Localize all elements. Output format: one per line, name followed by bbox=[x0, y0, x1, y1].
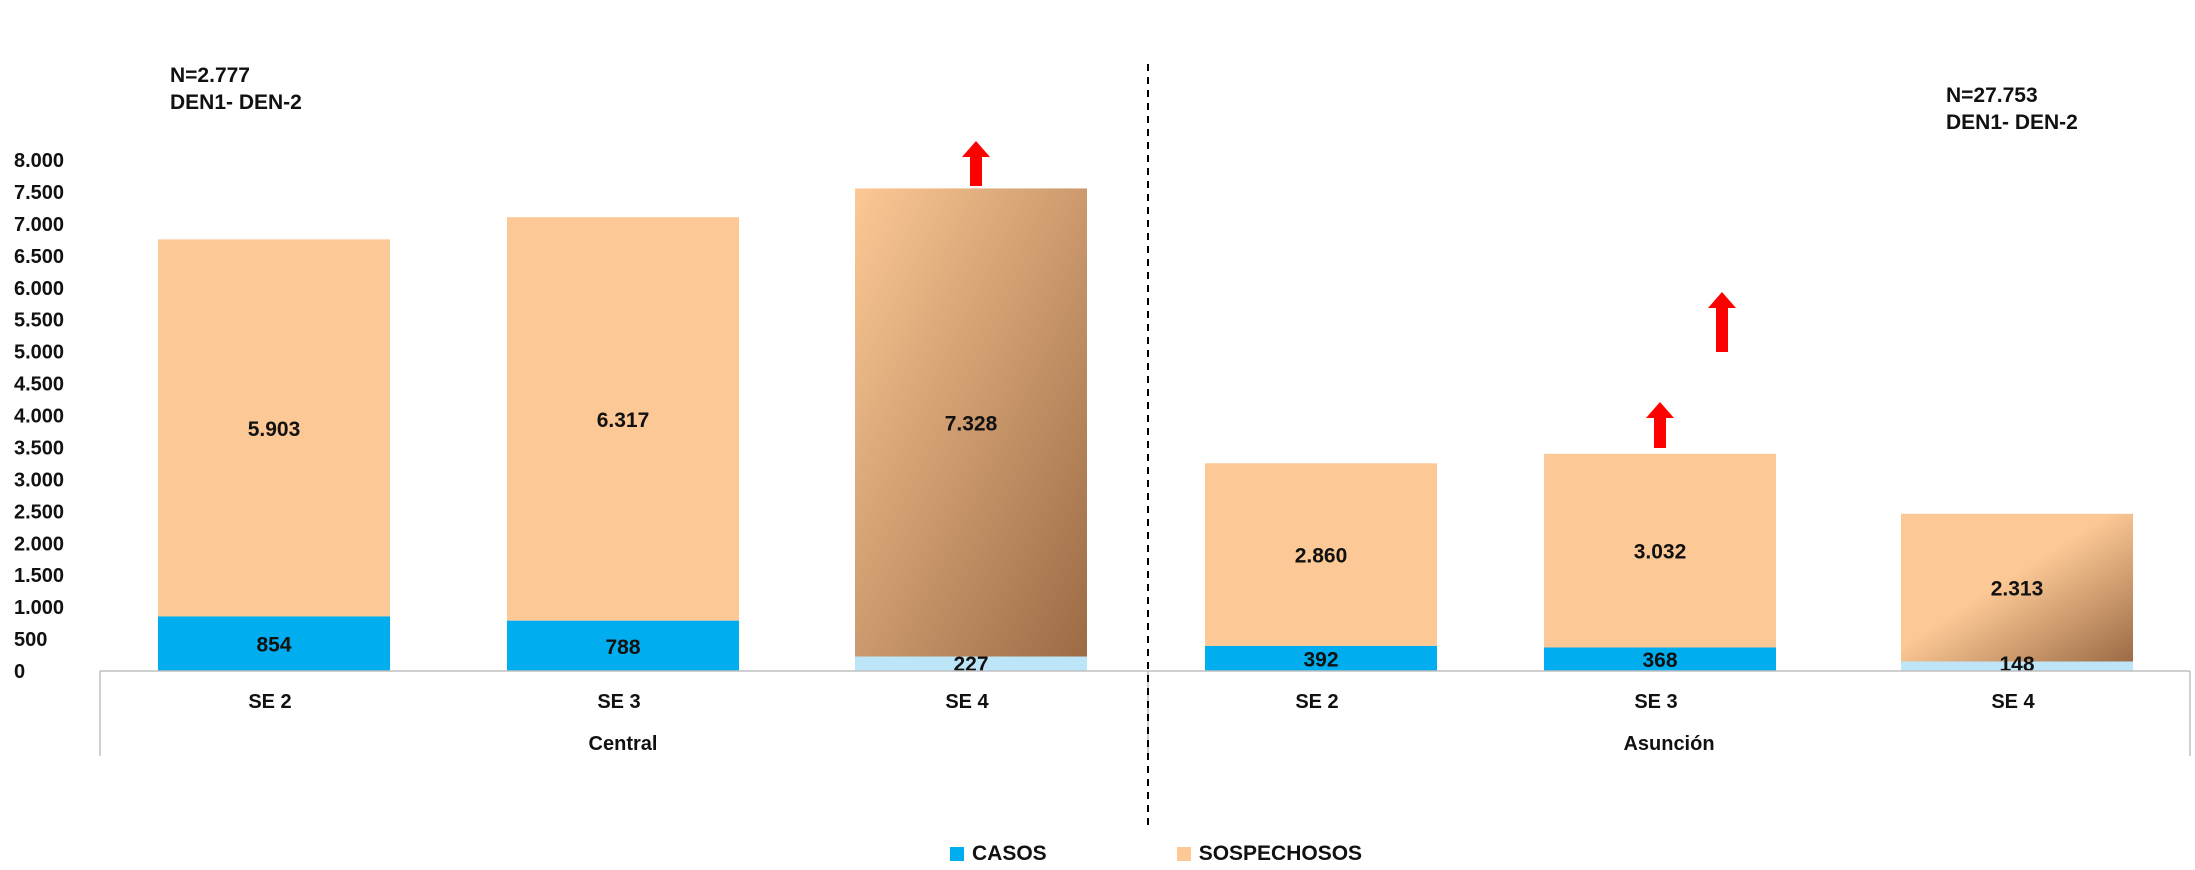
trend-up-arrow-icon bbox=[1646, 402, 1674, 448]
legend-label-casos: CASOS bbox=[972, 842, 1047, 865]
arrows-layer bbox=[962, 141, 1736, 448]
y-tick-label: 1.500 bbox=[14, 565, 64, 587]
y-tick-label: 8.000 bbox=[14, 150, 64, 172]
x-tick-label: SE 2 bbox=[248, 691, 291, 713]
x-tick-label: SE 2 bbox=[1295, 691, 1338, 713]
legend-label-sospechosos: SOSPECHOSOS bbox=[1198, 842, 1363, 865]
note-central-den: DEN1- DEN-2 bbox=[170, 91, 302, 114]
bar-casos bbox=[158, 616, 390, 671]
data-label-sospechosos: 5.903 bbox=[248, 418, 301, 441]
data-label-casos: 368 bbox=[1642, 649, 1677, 672]
bar-sospechosos bbox=[1205, 463, 1437, 646]
data-label-casos: 788 bbox=[605, 636, 640, 659]
note-asuncion-den: DEN1- DEN-2 bbox=[1946, 111, 2078, 134]
y-tick-label: 4.500 bbox=[14, 374, 64, 396]
legend-swatch-casos bbox=[950, 847, 964, 861]
data-label-casos: 854 bbox=[256, 634, 291, 657]
y-axis: 0 500 1.000 1.500 2.000 2.500 3.000 3.500 4.000 4… bbox=[14, 150, 64, 683]
y-tick-label: 1.000 bbox=[14, 597, 64, 619]
legend-swatch-sospechosos bbox=[1176, 847, 1191, 861]
x-tick-label: SE 4 bbox=[945, 691, 989, 713]
y-tick-label: 4.000 bbox=[14, 406, 64, 428]
x-axis: SE 2 SE 3 SE 4 SE 2 SE 3 SE 4 Central Asunción bbox=[99, 670, 2191, 756]
bar-sospechosos bbox=[1901, 513, 2133, 662]
x-tick-label: SE 4 bbox=[1991, 691, 2035, 713]
data-label-casos: 392 bbox=[1303, 648, 1338, 671]
y-tick-label: 2.500 bbox=[14, 501, 64, 523]
note-central-n: N=2.777 bbox=[170, 64, 250, 87]
y-tick-label: 7.000 bbox=[14, 214, 64, 236]
y-tick-label: 7.500 bbox=[14, 182, 64, 204]
data-label-sospechosos: 3.032 bbox=[1634, 541, 1687, 564]
data-label-casos: 227 bbox=[953, 653, 988, 676]
data-label-sospechosos: 2.860 bbox=[1295, 545, 1348, 568]
y-tick-label: 3.000 bbox=[14, 469, 64, 491]
y-tick-label: 3.500 bbox=[14, 437, 64, 459]
y-tick-label: 2.000 bbox=[14, 533, 64, 555]
trend-up-arrow-icon bbox=[962, 141, 990, 186]
note-central: N=2.777 DEN1- DEN-2 bbox=[170, 62, 302, 116]
bar-sospechosos bbox=[507, 217, 739, 621]
bar-casos bbox=[1205, 645, 1437, 671]
bar-casos bbox=[1901, 661, 2133, 671]
legend-item-casos: CASOS bbox=[950, 842, 1047, 866]
y-tick-label: 6.500 bbox=[14, 246, 64, 268]
bar-sospechosos bbox=[158, 239, 390, 617]
x-tick-label: SE 3 bbox=[1634, 691, 1677, 713]
data-label-casos: 148 bbox=[1999, 653, 2034, 676]
bars-layer: 5.903 854 6.317 788 7.328 227 2.860 392 3.032 368… bbox=[158, 188, 2133, 676]
data-label-sospechosos: 6.317 bbox=[597, 409, 650, 432]
note-asuncion-n: N=27.753 bbox=[1946, 84, 2038, 107]
bar-sospechosos bbox=[1544, 453, 1776, 648]
bar-casos bbox=[1544, 647, 1776, 671]
y-tick-label: 5.000 bbox=[14, 342, 64, 364]
y-tick-label: 500 bbox=[14, 629, 47, 651]
legend-item-sospechosos: SOSPECHOSOS bbox=[1176, 842, 1363, 866]
bar-sospechosos bbox=[855, 188, 1087, 657]
bar-casos bbox=[855, 656, 1087, 671]
y-tick-label: 6.000 bbox=[14, 278, 64, 300]
x-group-label: Asunción bbox=[1623, 733, 1714, 755]
x-tick-label: SE 3 bbox=[597, 691, 640, 713]
note-asuncion: N=27.753 DEN1- DEN-2 bbox=[1946, 82, 2078, 136]
trend-up-arrow-icon bbox=[1708, 292, 1736, 352]
data-label-sospechosos: 2.313 bbox=[1991, 578, 2044, 601]
y-tick-label: 0 bbox=[14, 661, 25, 683]
y-tick-label: 5.500 bbox=[14, 310, 64, 332]
bar-casos bbox=[507, 620, 739, 671]
legend: CASOS SOSPECHOSOS bbox=[950, 842, 1362, 866]
x-group-label: Central bbox=[589, 733, 658, 755]
data-label-sospechosos: 7.328 bbox=[945, 412, 998, 435]
